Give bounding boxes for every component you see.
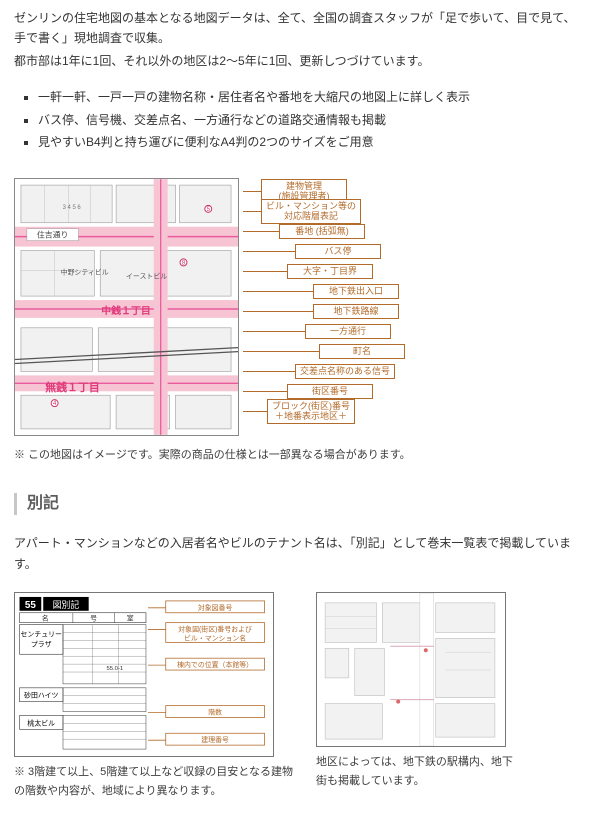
legend-row: 地下鉄出入口 bbox=[243, 282, 405, 300]
legend-label: バス停 bbox=[295, 244, 381, 259]
svg-text:対象図番号: 対象図番号 bbox=[198, 603, 233, 612]
underground-map-image bbox=[316, 592, 506, 747]
legend-label: 町名 bbox=[319, 344, 405, 359]
sample-map-image: 住吉通り 中野シティビル イーストビル 3 4 5 6 中銭１丁目 無銭１丁目 … bbox=[14, 178, 239, 436]
legend-row: 交差点名称のある信号 bbox=[243, 362, 405, 380]
svg-text:中銭１丁目: 中銭１丁目 bbox=[101, 304, 151, 317]
svg-text:号: 号 bbox=[90, 615, 97, 623]
intro-line2: 都市部は1年に1回、それ以外の地区は2～5年に1回、更新しつづけています。 bbox=[14, 51, 587, 71]
map-legend: 建物管理 (施設管理者)ビル・マンション等の 対応階層表記番地 (括弧無)バス停… bbox=[243, 178, 405, 420]
svg-text:建理番号: 建理番号 bbox=[201, 735, 229, 744]
legend-label: 大字・丁目界 bbox=[287, 264, 373, 279]
legend-row: ブロック(街区)番号 ＋地番表示地区＋ bbox=[243, 402, 405, 420]
legend-label: 交差点名称のある信号 bbox=[295, 364, 395, 379]
legend-row: ビル・マンション等の 対応階層表記 bbox=[243, 202, 405, 220]
svg-text:図別記: 図別記 bbox=[53, 599, 80, 610]
svg-text:砂田ハイツ: 砂田ハイツ bbox=[24, 691, 58, 700]
svg-text:センチュリー: センチュリー bbox=[21, 631, 63, 639]
svg-text:3 4 5 6: 3 4 5 6 bbox=[63, 205, 82, 211]
bekki-right: 地区によっては、地下鉄の駅構内、地下街も掲載しています。 bbox=[316, 592, 516, 790]
legend-leader-line bbox=[243, 371, 295, 372]
svg-text:棟内での位置（本館等）: 棟内での位置（本館等） bbox=[177, 660, 253, 669]
section-heading-bekki: 別記 bbox=[14, 493, 587, 515]
svg-text:イーストビル: イーストビル bbox=[126, 272, 167, 281]
legend-leader-line bbox=[243, 411, 267, 412]
legend-leader-line bbox=[243, 271, 287, 272]
feature-item: 一軒一軒、一戸一戸の建物名称・居住者名や番地を大縮尺の地図上に詳しく表示 bbox=[38, 87, 587, 107]
legend-label: 一方通行 bbox=[305, 324, 391, 339]
legend-row: 地下鉄路線 bbox=[243, 302, 405, 320]
svg-text:名: 名 bbox=[42, 614, 49, 623]
intro-block: ゼンリンの住宅地図の基本となる地図データは、全て、全国の調査スタッフが「足で歩い… bbox=[14, 8, 587, 71]
svg-text:プラザ: プラザ bbox=[31, 641, 52, 649]
legend-leader-line bbox=[243, 351, 319, 352]
svg-text:中野シティビル: 中野シティビル bbox=[61, 268, 109, 277]
svg-text:階数: 階数 bbox=[208, 708, 222, 717]
legend-label: 街区番号 bbox=[287, 384, 373, 399]
legend-row: 大字・丁目界 bbox=[243, 262, 405, 280]
bekki-left-note: ※ 3階建て以上、5階建て以上など収録の目安となる建物の階数や内容が、地域により… bbox=[14, 763, 294, 800]
svg-text:無銭１丁目: 無銭１丁目 bbox=[45, 381, 99, 395]
svg-text:55: 55 bbox=[25, 600, 36, 611]
legend-label: 地下鉄出入口 bbox=[313, 284, 399, 299]
feature-item: バス停、信号機、交差点名、一方通行などの道路交通情報も掲載 bbox=[38, 110, 587, 130]
legend-leader-line bbox=[243, 191, 261, 192]
svg-text:住吉通り: 住吉通り bbox=[37, 230, 69, 240]
svg-text:室: 室 bbox=[127, 614, 134, 623]
legend-label: 地下鉄路線 bbox=[313, 304, 399, 319]
legend-leader-line bbox=[243, 291, 313, 292]
svg-text:55.0-1: 55.0-1 bbox=[106, 666, 123, 672]
legend-leader-line bbox=[243, 311, 313, 312]
svg-text:ビル・マンション名: ビル・マンション名 bbox=[184, 634, 246, 643]
legend-row: バス停 bbox=[243, 242, 405, 260]
legend-row: 番地 (括弧無) bbox=[243, 222, 405, 240]
legend-label: ブロック(街区)番号 ＋地番表示地区＋ bbox=[267, 399, 355, 425]
legend-row: 町名 bbox=[243, 342, 405, 360]
svg-text:桃太ビル: 桃太ビル bbox=[27, 719, 55, 728]
legend-label: ビル・マンション等の 対応階層表記 bbox=[261, 199, 361, 225]
svg-text:対象図(街区)番号および: 対象図(街区)番号および bbox=[178, 625, 252, 634]
map-figure: 住吉通り 中野シティビル イーストビル 3 4 5 6 中銭１丁目 無銭１丁目 … bbox=[14, 178, 587, 436]
legend-leader-line bbox=[243, 251, 295, 252]
bekki-left: 55 図別記 名 号 室 センチュリー プラザ bbox=[14, 592, 294, 800]
legend-leader-line bbox=[243, 231, 279, 232]
legend-row: 一方通行 bbox=[243, 322, 405, 340]
bekki-figures: 55 図別記 名 号 室 センチュリー プラザ bbox=[14, 592, 587, 800]
legend-leader-line bbox=[243, 391, 287, 392]
feature-list: 一軒一軒、一戸一戸の建物名称・居住者名や番地を大縮尺の地図上に詳しく表示 バス停… bbox=[24, 87, 587, 152]
bekki-right-note: 地区によっては、地下鉄の駅構内、地下街も掲載しています。 bbox=[316, 753, 516, 790]
feature-item: 見やすいB4判と持ち運びに便利なA4判の2つのサイズをご用意 bbox=[38, 132, 587, 152]
intro-line1: ゼンリンの住宅地図の基本となる地図データは、全て、全国の調査スタッフが「足で歩い… bbox=[14, 8, 587, 49]
bekki-lead: アパート・マンションなどの入居者名やビルのテナント名は、「別記」として巻末一覧表… bbox=[14, 533, 587, 574]
legend-label: 番地 (括弧無) bbox=[279, 224, 365, 239]
legend-leader-line bbox=[243, 331, 305, 332]
legend-leader-line bbox=[243, 211, 261, 212]
bekki-table-image: 55 図別記 名 号 室 センチュリー プラザ bbox=[14, 592, 274, 757]
map-note: ※ この地図はイメージです。実際の商品の仕様とは一部異なる場合があります。 bbox=[14, 446, 587, 465]
